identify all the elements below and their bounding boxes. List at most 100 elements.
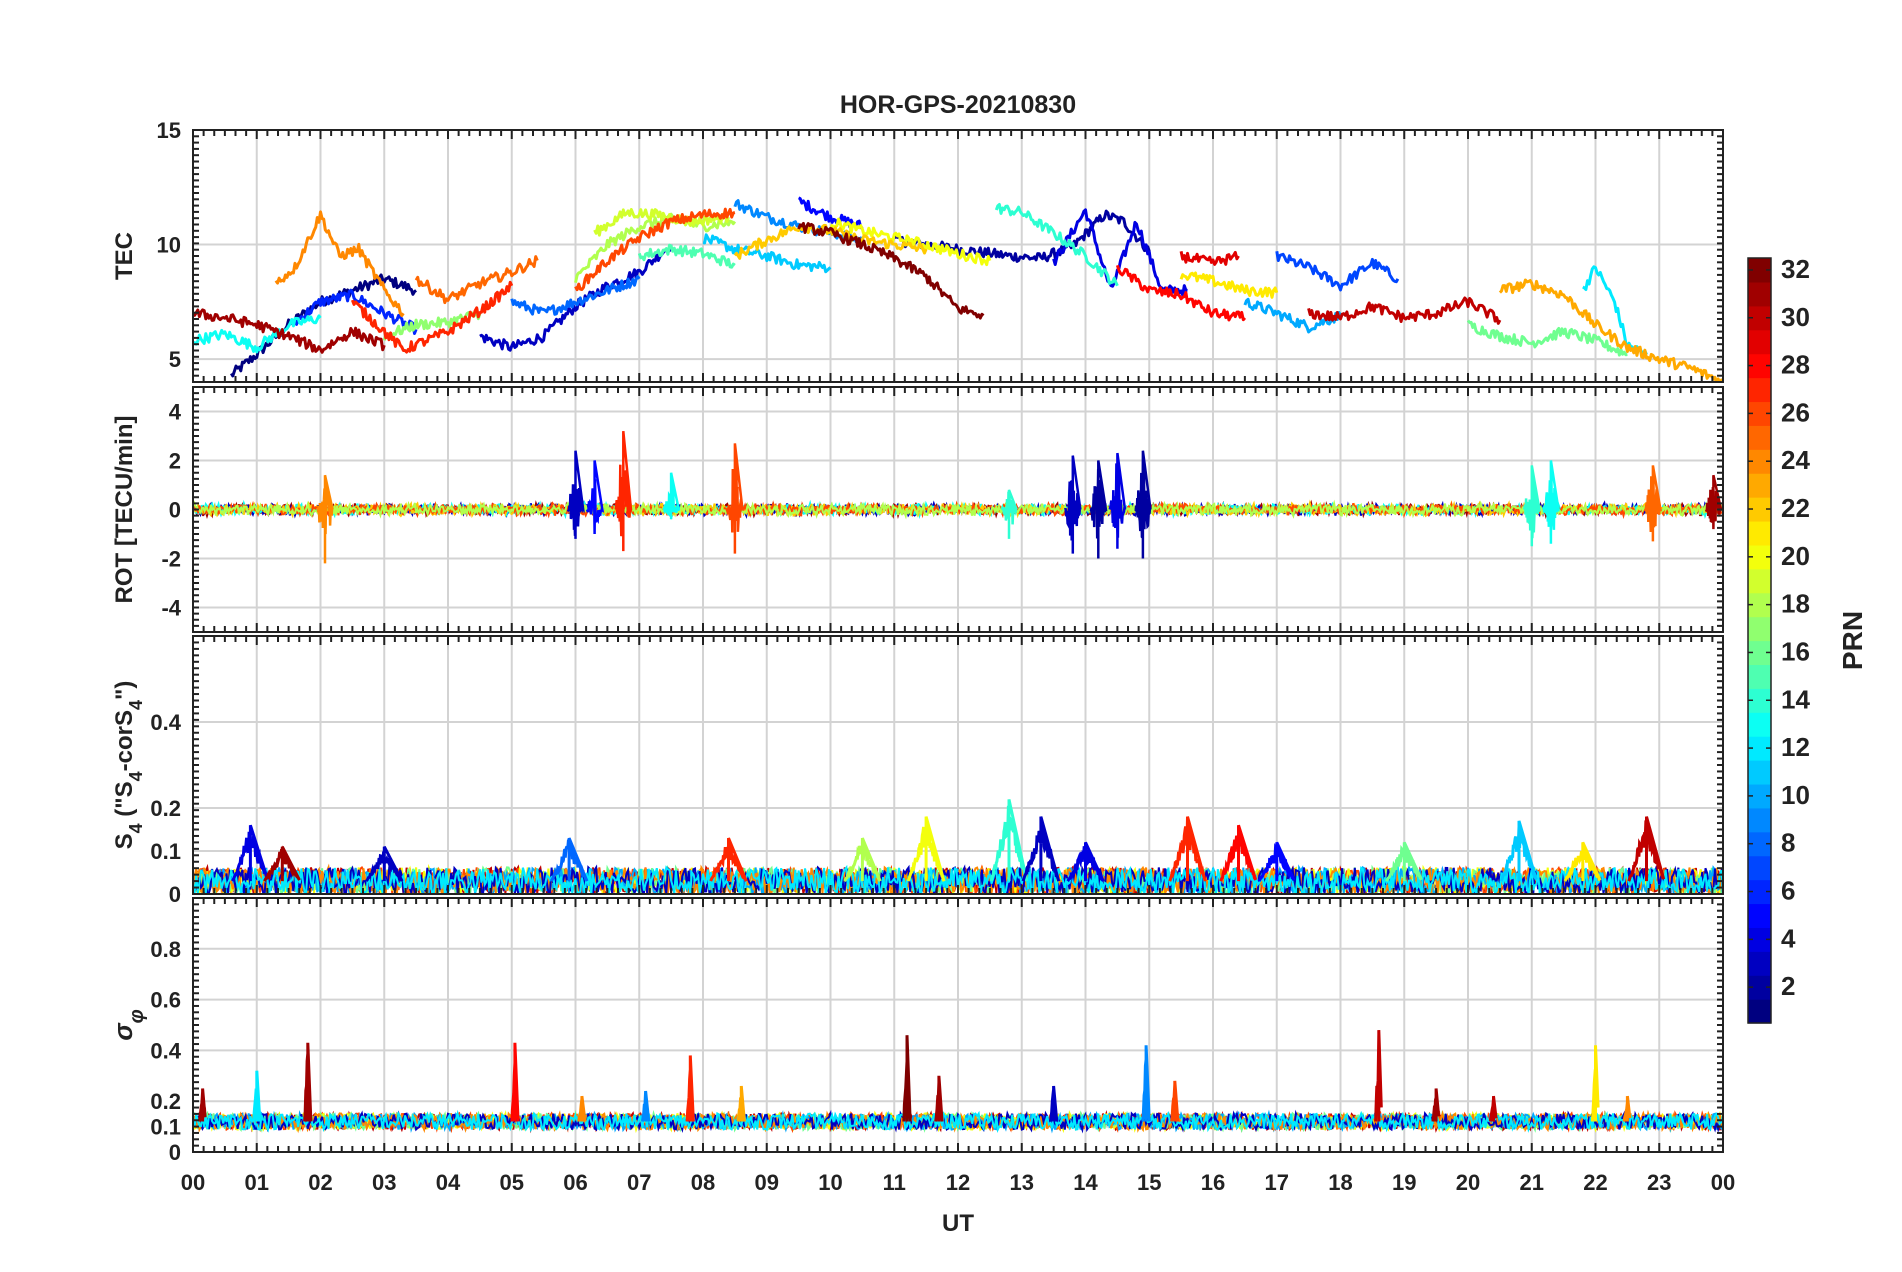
x-tick-label: 22 [1583, 1170, 1607, 1195]
s4-peak-prn-5 [1257, 841, 1296, 882]
colorbar-tick-label: 8 [1781, 828, 1795, 858]
colorbar-tick-label: 18 [1781, 589, 1810, 619]
rot-ytick-label: -4 [161, 596, 181, 621]
x-tick-label: 00 [181, 1170, 205, 1195]
sigphi-peak-prn-31 [197, 1088, 207, 1122]
colorbar-swatch [1748, 592, 1771, 618]
sigphi-marks [193, 1030, 1723, 1134]
colorbar-swatch [1748, 951, 1771, 976]
rot-noise-trace [193, 499, 1723, 520]
x-tick-label: 07 [627, 1170, 651, 1195]
tec-ytick-label: 15 [157, 118, 181, 143]
sigphi-peak-prn-31 [1431, 1088, 1441, 1122]
sigphi-peak-prn-32 [902, 1035, 912, 1122]
colorbar-swatch [1748, 975, 1771, 1000]
rot-spike-prn-14 [1000, 489, 1018, 539]
sigphi-peak-prn-3 [1048, 1085, 1059, 1122]
x-tick-label: 11 [883, 1170, 906, 1195]
x-tick-label: 13 [1010, 1170, 1034, 1195]
sigphi-ytick-label: 0.1 [150, 1115, 181, 1140]
tec-series-prn-15 [637, 243, 736, 269]
sigphi-peak-prn-21 [1590, 1045, 1600, 1122]
x-axis-label: UT [942, 1210, 974, 1237]
rot-spike-prn-3 [1063, 455, 1082, 554]
colorbar-tick-label: 6 [1781, 876, 1795, 906]
rot-minor-ticks [192, 386, 1724, 633]
tec-series-prn-31 [193, 308, 386, 354]
x-tick-label: 17 [1265, 1170, 1289, 1195]
tec-series-prn-16 [1466, 319, 1628, 357]
x-tick-label: 14 [1073, 1170, 1098, 1195]
colorbar-swatch [1748, 449, 1771, 474]
rot-spike-prn-13 [1541, 460, 1560, 544]
tec-series-prn-18 [574, 212, 737, 284]
x-tick-label: 23 [1647, 1170, 1671, 1195]
sigphi-peak-prn-9 [1141, 1045, 1151, 1122]
rot-spike-prn-3 [566, 450, 585, 539]
sigphi-peak-prn-12 [252, 1070, 262, 1122]
s4-peak-prn-4 [231, 824, 270, 882]
colorbar-swatch [1748, 568, 1771, 594]
rot-ytick-label: 2 [169, 449, 181, 474]
colorbar-swatch [1748, 401, 1771, 426]
s4-peak-prn-11 [1499, 820, 1538, 882]
colorbar-swatch [1748, 688, 1771, 713]
x-tick-label: 19 [1392, 1170, 1416, 1195]
colorbar-swatch [1748, 760, 1771, 785]
colorbar-swatch [1748, 783, 1771, 809]
colorbar-swatch [1748, 258, 1771, 283]
sigphi-peak-prn-26 [1170, 1080, 1180, 1122]
tec-series-prn-13 [193, 314, 322, 354]
x-tick-label: 21 [1520, 1170, 1544, 1195]
colorbar-tick-label: 24 [1781, 445, 1810, 475]
sigphi-peak-prn-30 [1488, 1095, 1498, 1122]
colorbar-swatch [1748, 353, 1771, 379]
tec-ytick-label: 10 [157, 233, 181, 258]
rot-spike-prn-2 [1089, 460, 1108, 559]
colorbar-swatch [1748, 425, 1771, 450]
colorbar-frame [1747, 257, 1772, 1024]
colorbar-swatch [1748, 736, 1771, 761]
rot-spike-prn-13 [662, 472, 681, 520]
rot-spike-prn-25 [1644, 465, 1663, 542]
sigphi-peak-prn-31 [303, 1042, 313, 1122]
rot-ylabel: ROT [TECU/min] [111, 416, 138, 604]
x-tick-label: 20 [1456, 1170, 1480, 1195]
tec-series-prn-7 [1275, 251, 1400, 292]
sigphi-peak-prn-31 [934, 1075, 944, 1122]
x-tick-label: 04 [436, 1170, 461, 1195]
s4-peak-prn-20 [906, 816, 946, 882]
s4-peak-prn-14 [989, 799, 1029, 882]
s4-peak-prn-16 [1385, 841, 1423, 882]
s4-peak-prn-3 [1021, 816, 1061, 882]
tec-panel: 5 10 15 TEC [111, 118, 1724, 383]
colorbar-tick-label: 4 [1781, 923, 1796, 953]
tec-series-prn-21 [1179, 271, 1279, 299]
s4-ylabel: S4 ("S4-corS4") [111, 681, 146, 850]
s4-peak-prn-27 [709, 837, 748, 882]
colorbar-tick-label: 14 [1781, 684, 1810, 714]
s4-ytick-label: 0.4 [150, 710, 181, 735]
colorbar-tick-label: 10 [1781, 780, 1810, 810]
colorbar-swatch [1748, 640, 1771, 666]
colorbar-swatch [1748, 999, 1771, 1024]
tec-series-prn-11 [702, 233, 832, 274]
colorbar-swatch [1748, 712, 1771, 737]
x-tick-label: 15 [1137, 1170, 1161, 1195]
sigphi-ytick-label: 0.8 [150, 937, 181, 962]
tec-series-prn-32 [797, 221, 985, 320]
tec-series-prn-29 [1179, 250, 1240, 266]
tec-series-prn-30 [1307, 296, 1502, 325]
colorbar-swatch [1748, 807, 1771, 833]
x-tick-label: 10 [818, 1170, 842, 1195]
s4-ytick-label: 0 [169, 882, 181, 907]
tec-series-prn-8 [510, 275, 641, 316]
s4-peak-prn-21 [1563, 841, 1602, 882]
sigphi-peak-prn-28 [510, 1042, 520, 1122]
s4-peak-prn-30 [1627, 816, 1666, 882]
tec-series-prn-4 [1052, 208, 1188, 297]
s4-panel: 0 0.1 0.2 0.4S4 ("S4-corS4") [111, 635, 1724, 907]
s4-ytick-label: 0.1 [150, 839, 181, 864]
tec-ylabel: TEC [111, 232, 138, 280]
